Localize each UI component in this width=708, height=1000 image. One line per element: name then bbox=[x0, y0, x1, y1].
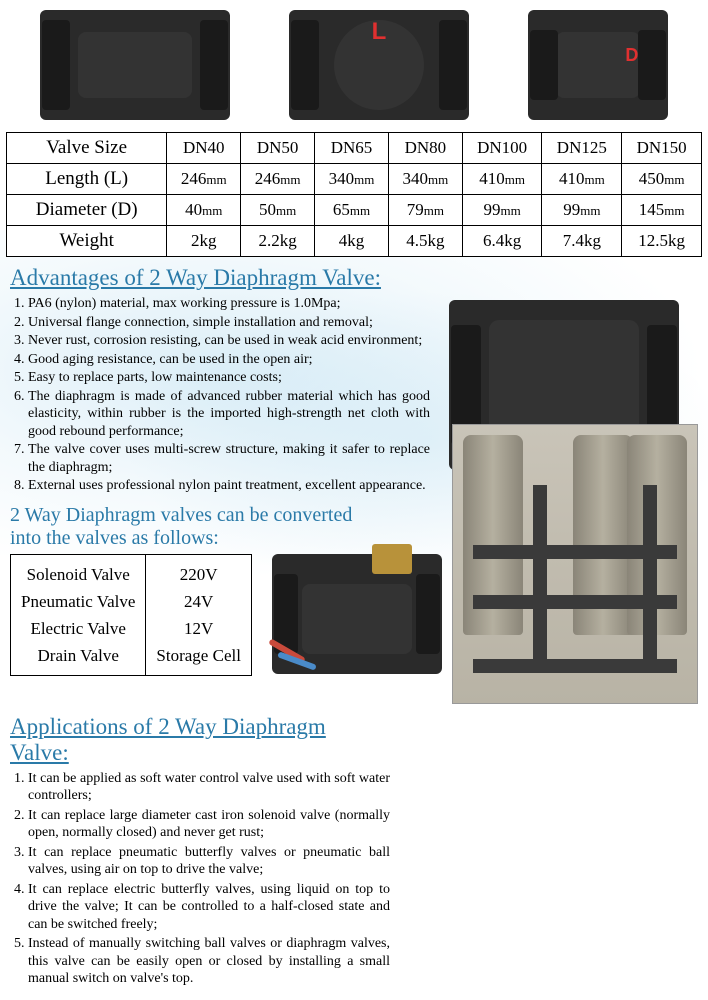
table-row: Valve Size DN40 DN50 DN65 DN80 DN100 DN1… bbox=[7, 133, 702, 164]
col-header: DN80 bbox=[388, 133, 462, 164]
table-cell: 410mm bbox=[462, 164, 542, 195]
col-header: DN125 bbox=[542, 133, 622, 164]
list-item: Universal flange connection, simple inst… bbox=[28, 314, 430, 332]
spec-table: Valve Size DN40 DN50 DN65 DN80 DN100 DN1… bbox=[6, 132, 702, 257]
table-cell: 2.2kg bbox=[241, 226, 315, 257]
list-item: It can replace large diameter cast iron … bbox=[28, 807, 390, 842]
length-dimension-label: L bbox=[372, 18, 387, 46]
valve-angled-view-image: D bbox=[528, 10, 668, 120]
list-item: Good aging resistance, can be used in th… bbox=[28, 351, 430, 369]
col-header: DN150 bbox=[622, 133, 702, 164]
advantages-list: PA6 (nylon) material, max working pressu… bbox=[10, 295, 430, 496]
table-cell: 246mm bbox=[241, 164, 315, 195]
list-item: Instead of manually switching ball valve… bbox=[28, 935, 390, 988]
solenoid-valve-image bbox=[272, 554, 442, 674]
table-cell: 4kg bbox=[315, 226, 389, 257]
list-item: It can replace electric butterfly valves… bbox=[28, 881, 390, 934]
valve-front-view-image: L bbox=[289, 10, 469, 120]
col-header: DN40 bbox=[167, 133, 241, 164]
col-header: DN65 bbox=[315, 133, 389, 164]
table-cell: 4.5kg bbox=[388, 226, 462, 257]
list-item: Easy to replace parts, low maintenance c… bbox=[28, 369, 430, 387]
applications-list: It can be applied as soft water control … bbox=[10, 770, 390, 988]
applications-heading: Applications of 2 Way Diaphragm Valve: bbox=[10, 714, 380, 766]
product-images-row: L D bbox=[0, 0, 708, 130]
table-cell: 410mm bbox=[542, 164, 622, 195]
row-header: Length (L) bbox=[7, 164, 167, 195]
conversion-table: Solenoid Valve Pneumatic Valve Electric … bbox=[10, 554, 252, 677]
list-item: Never rust, corrosion resisting, can be … bbox=[28, 332, 430, 350]
table-cell: 12.5kg bbox=[622, 226, 702, 257]
table-cell: 65mm bbox=[315, 195, 389, 226]
list-item: It can replace pneumatic butterfly valve… bbox=[28, 844, 390, 879]
diameter-dimension-label: D bbox=[625, 45, 638, 66]
table-cell: 2kg bbox=[167, 226, 241, 257]
col-header: DN100 bbox=[462, 133, 542, 164]
table-cell: 450mm bbox=[622, 164, 702, 195]
list-item: PA6 (nylon) material, max working pressu… bbox=[28, 295, 430, 313]
table-cell: 99mm bbox=[542, 195, 622, 226]
table-cell: 340mm bbox=[388, 164, 462, 195]
list-item: It can be applied as soft water control … bbox=[28, 770, 390, 805]
table-cell: Solenoid Valve Pneumatic Valve Electric … bbox=[11, 554, 146, 676]
list-item: The diaphragm is made of advanced rubber… bbox=[28, 388, 430, 441]
table-cell: 220V 24V 12V Storage Cell bbox=[146, 554, 252, 676]
list-item: The valve cover uses multi-screw structu… bbox=[28, 441, 430, 476]
table-cell: 79mm bbox=[388, 195, 462, 226]
advantages-heading: Advantages of 2 Way Diaphragm Valve: bbox=[10, 265, 698, 291]
row-header: Weight bbox=[7, 226, 167, 257]
table-cell: 50mm bbox=[241, 195, 315, 226]
table-cell: 340mm bbox=[315, 164, 389, 195]
table-row: Diameter (D) 40mm 50mm 65mm 79mm 99mm 99… bbox=[7, 195, 702, 226]
table-cell: 7.4kg bbox=[542, 226, 622, 257]
col-header: Valve Size bbox=[7, 133, 167, 164]
table-cell: 40mm bbox=[167, 195, 241, 226]
col-header: DN50 bbox=[241, 133, 315, 164]
list-item: External uses professional nylon paint t… bbox=[28, 477, 430, 495]
table-cell: 6.4kg bbox=[462, 226, 542, 257]
valve-side-view-image bbox=[40, 10, 230, 120]
table-row: Length (L) 246mm 246mm 340mm 340mm 410mm… bbox=[7, 164, 702, 195]
row-header: Diameter (D) bbox=[7, 195, 167, 226]
table-cell: 246mm bbox=[167, 164, 241, 195]
installation-photo bbox=[452, 424, 698, 704]
table-cell: 145mm bbox=[622, 195, 702, 226]
table-cell: 99mm bbox=[462, 195, 542, 226]
table-row: Weight 2kg 2.2kg 4kg 4.5kg 6.4kg 7.4kg 1… bbox=[7, 226, 702, 257]
